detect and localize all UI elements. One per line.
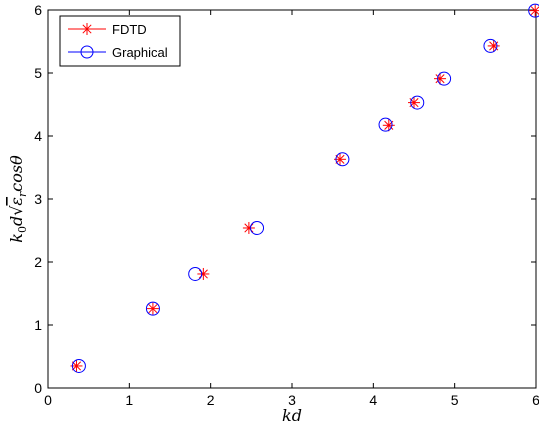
- x-tick-label: 6: [532, 392, 539, 408]
- fdtd-point: [197, 267, 210, 280]
- fdtd-point: [487, 39, 500, 52]
- fdtd-point: [146, 302, 159, 315]
- data-points: [70, 3, 539, 373]
- graphical-point: [250, 220, 265, 235]
- y-tick-label: 2: [34, 254, 42, 270]
- y-tick-label: 0: [34, 380, 42, 396]
- x-tick-label: 4: [369, 392, 377, 408]
- x-tick-label: 1: [125, 392, 133, 408]
- graphical-point: [483, 38, 498, 53]
- y-tick-label: 3: [34, 191, 42, 207]
- fdtd-point: [242, 221, 255, 234]
- fdtd-point: [434, 72, 447, 85]
- x-tick-label: 0: [44, 392, 52, 408]
- fdtd-point: [408, 96, 420, 109]
- legend-asterisk-marker: [81, 23, 93, 35]
- legend-graphical: Graphical: [68, 45, 168, 60]
- y-tick-label: 1: [34, 317, 42, 333]
- graphical-point: [437, 71, 452, 86]
- graphical-point: [71, 358, 86, 373]
- fdtd-point: [333, 153, 346, 166]
- x-tick-label: 3: [288, 392, 296, 408]
- legend-label-fdtd: FDTD: [112, 22, 147, 37]
- graphical-point: [188, 266, 203, 281]
- y-tick-label: 5: [34, 65, 42, 81]
- legend-label-graphical: Graphical: [112, 45, 168, 60]
- graphical-point: [528, 3, 539, 18]
- x-tick-label: 2: [207, 392, 215, 408]
- legend-circle-marker: [80, 45, 94, 59]
- axis-ticks: 0 1 2 3 4 5 6 0 1 2 3 4 5 6: [34, 2, 539, 408]
- svg-text:k0d√εrcosθ: k0d√εrcosθ: [7, 155, 29, 243]
- legend-fdtd: FDTD: [68, 22, 147, 37]
- legend: FDTD Graphical: [59, 15, 181, 67]
- y-axis-label: k0d√εrcosθ: [7, 155, 29, 243]
- x-axis-label: kd: [282, 406, 302, 425]
- y-tick-label: 4: [34, 128, 42, 144]
- graphical-point: [378, 117, 393, 132]
- graphical-point: [145, 301, 160, 316]
- graphical-point: [410, 95, 425, 110]
- x-tick-label: 5: [451, 392, 459, 408]
- fdtd-point: [529, 4, 539, 17]
- plot-area: [47, 9, 537, 389]
- graphical-point: [335, 152, 350, 167]
- y-tick-label: 6: [34, 2, 42, 18]
